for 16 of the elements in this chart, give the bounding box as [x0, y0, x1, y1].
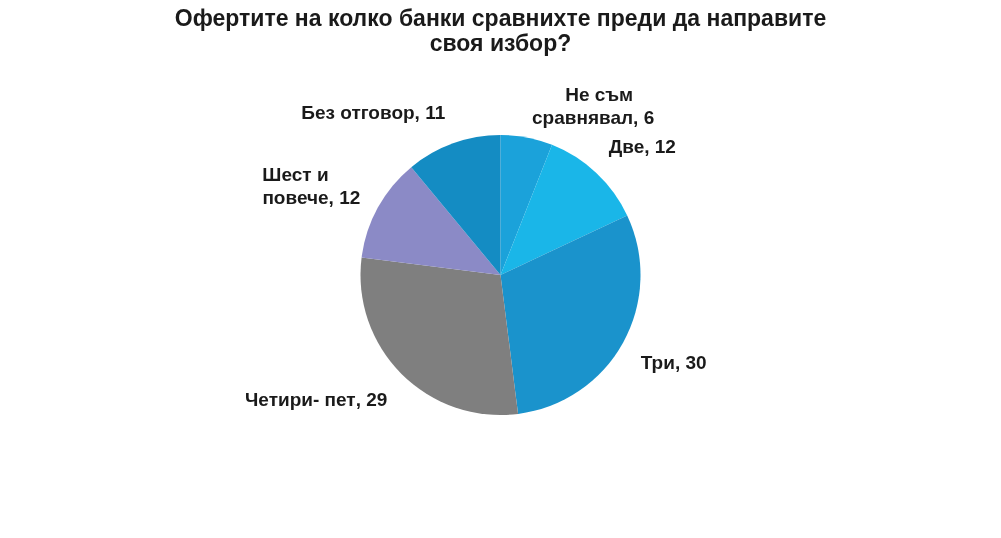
data-label: , 11 — [414, 102, 446, 124]
pie-slice — [500, 135, 553, 275]
chart-title: Офертите на колко банки сравнихте преди да направите своя избор? — [174, 5, 827, 56]
pie-slice — [361, 167, 501, 275]
slice-label: Две — [608, 135, 645, 157]
data-label: , 30 — [674, 352, 707, 374]
pie-slice — [360, 257, 519, 415]
slice-label: Четири- пет — [245, 388, 356, 410]
data-label: , 29 — [355, 388, 388, 410]
data-label: , 12 — [644, 135, 676, 157]
slice-label: Шест и повече — [262, 164, 329, 208]
data-label: , 12 — [328, 186, 361, 208]
slice-label: Без отговор — [301, 102, 415, 124]
slice-label: Три — [640, 352, 675, 374]
data-label: , 6 — [633, 106, 655, 128]
slice-label: Не съм сравнявал — [532, 84, 634, 128]
